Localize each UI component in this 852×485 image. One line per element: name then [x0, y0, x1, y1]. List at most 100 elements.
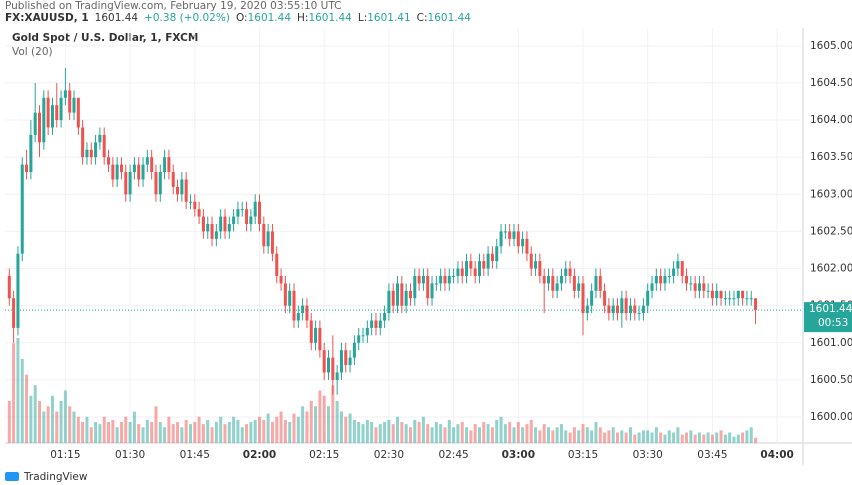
volume-bar	[370, 422, 374, 443]
volume-bar	[413, 419, 417, 443]
chart-title: Gold Spot / U.S. Dollar, 1, FXCM	[12, 32, 198, 44]
candle-body	[749, 298, 753, 300]
volume-bar	[654, 427, 658, 443]
volume-bar	[400, 422, 404, 443]
x-tick-label: 02:15	[309, 449, 339, 461]
candle-body	[270, 231, 274, 254]
candle-body	[352, 342, 356, 358]
volume-bar	[301, 406, 305, 443]
volume-bar	[296, 416, 300, 443]
volume-bar	[352, 419, 356, 443]
volume-bar	[361, 424, 365, 443]
x-tick-label: 02:00	[243, 449, 276, 461]
volume-bar	[611, 427, 615, 443]
brand: TradingView	[23, 471, 88, 483]
candle-body	[296, 313, 300, 321]
volume-bar	[473, 424, 477, 443]
volume-bar	[85, 416, 89, 443]
volume-bar	[327, 406, 331, 443]
candle-body	[55, 105, 59, 121]
candle-body	[37, 112, 42, 143]
volume-bar	[577, 430, 581, 443]
y-tick-label: 1604.50	[810, 77, 852, 89]
candle-body	[421, 275, 425, 284]
volume-bar	[81, 422, 85, 443]
quote-value: 1601.41	[367, 12, 410, 24]
candle-body	[685, 275, 689, 284]
volume-bar	[223, 424, 227, 443]
volume-bar	[598, 427, 602, 443]
candle-body	[620, 298, 624, 314]
candle-body	[499, 231, 503, 247]
volume-bar	[20, 359, 24, 443]
x-tick-label: 03:30	[633, 449, 663, 461]
candle-body	[16, 253, 20, 328]
candle-body	[223, 216, 227, 232]
volume-bar	[227, 422, 231, 443]
volume-bar	[447, 419, 451, 443]
volume-bar	[732, 436, 736, 443]
quote-value: 1601.44	[428, 12, 472, 24]
candle-body	[339, 350, 343, 373]
y-tick-label: 1603.00	[810, 188, 852, 200]
candle-body	[728, 298, 732, 300]
candle-body	[132, 164, 136, 173]
grid	[5, 28, 803, 443]
volume-bar	[219, 416, 223, 443]
y-tick-label: 1601.00	[810, 337, 852, 349]
volume-bar	[685, 432, 689, 443]
candle-body	[603, 290, 607, 306]
candle-body	[236, 209, 240, 217]
volume-bar	[663, 434, 667, 443]
volume-bar	[339, 411, 343, 443]
x-tick-label: 01:45	[180, 449, 210, 461]
candle-body	[443, 275, 447, 284]
volume-bar	[63, 390, 67, 443]
countdown: 00:53	[818, 317, 848, 329]
candle-body	[158, 172, 162, 195]
volume-bar	[145, 419, 149, 443]
volume-bar	[124, 416, 128, 443]
candle-body	[240, 209, 244, 211]
volume-bar	[529, 419, 533, 443]
volume-bar	[37, 401, 42, 443]
volume-bar	[456, 424, 460, 443]
volume-bar	[516, 422, 520, 443]
candle-body	[559, 275, 563, 284]
candle-body	[590, 290, 594, 306]
candle-body	[387, 290, 391, 314]
candle-body	[715, 290, 719, 299]
candle-body	[314, 327, 318, 343]
candle-body	[659, 275, 663, 284]
candle-body	[249, 216, 253, 224]
x-tick-label: 01:15	[50, 449, 80, 461]
volume-bar	[266, 413, 270, 443]
candle-body	[542, 275, 546, 284]
volume-bar	[490, 427, 494, 443]
volume-bar	[710, 434, 714, 443]
volume-bar	[240, 427, 244, 443]
candle-body	[495, 246, 499, 262]
candle-body	[745, 298, 749, 300]
candle-body	[76, 97, 80, 128]
y-tick-label: 1604.00	[810, 114, 852, 126]
candle-body	[676, 261, 680, 269]
candle-body	[663, 275, 667, 284]
candle-body	[292, 290, 296, 321]
candle-body	[266, 231, 270, 247]
volume-bar	[559, 424, 563, 443]
volume-bar	[603, 432, 607, 443]
volume-bar	[275, 416, 279, 443]
candle-body	[7, 275, 11, 299]
volume-bar	[335, 401, 339, 443]
candle-body	[667, 275, 671, 277]
volume-bar	[628, 427, 632, 443]
candle-body	[456, 268, 460, 276]
volume-bar	[193, 422, 197, 443]
x-tick-label: 03:15	[568, 449, 598, 461]
volume-bar	[387, 419, 391, 443]
candle-body	[754, 298, 758, 311]
volume-bar	[542, 424, 546, 443]
candle-body	[59, 97, 63, 121]
volume-bar	[322, 395, 326, 443]
